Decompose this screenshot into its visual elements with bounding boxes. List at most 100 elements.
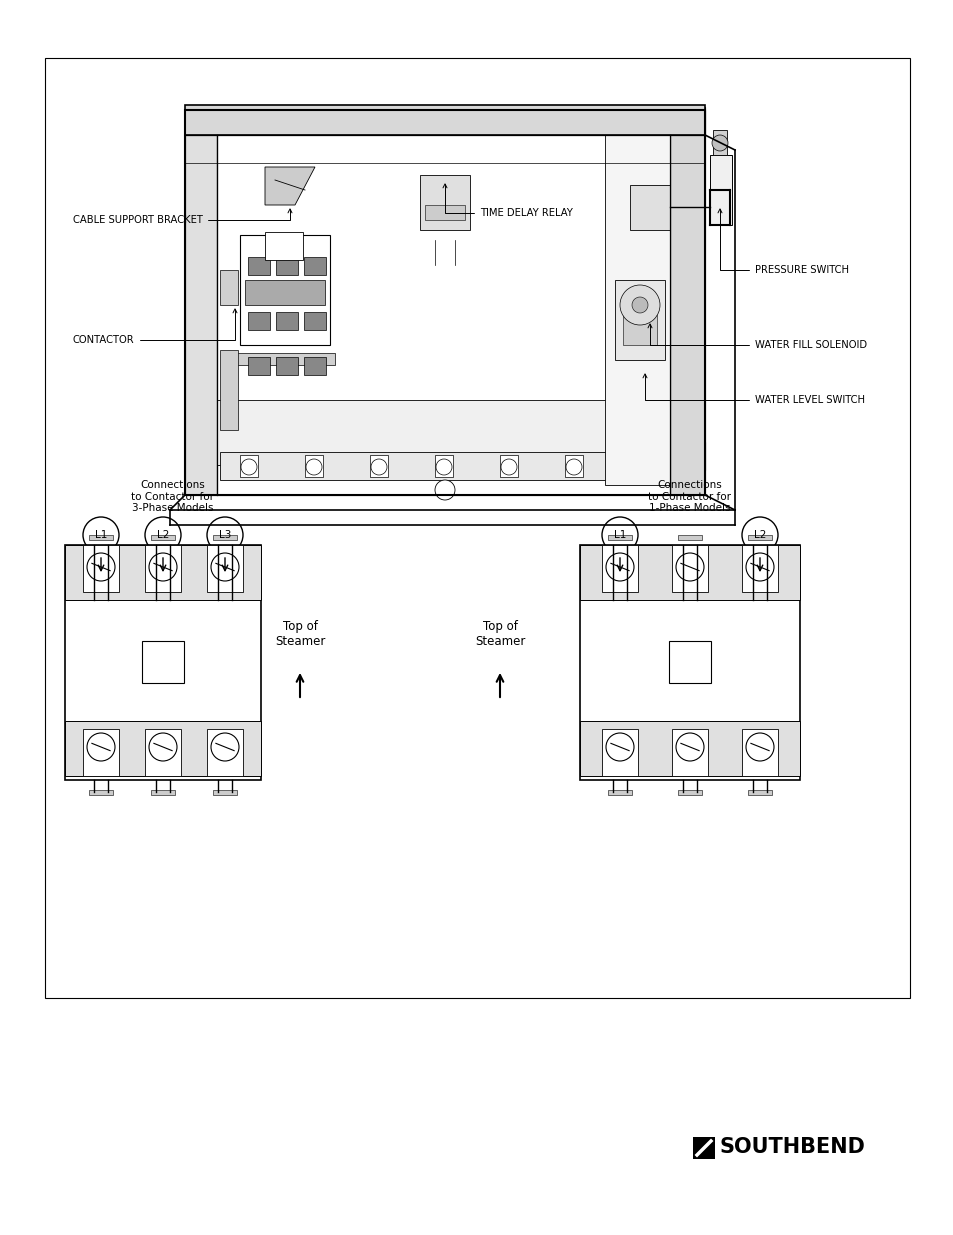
- Text: Connections
to Contactor for
1-Phase Models: Connections to Contactor for 1-Phase Mod…: [648, 480, 731, 514]
- Bar: [601, 729, 638, 776]
- Bar: [83, 729, 119, 776]
- Text: L2: L2: [753, 530, 765, 540]
- Circle shape: [83, 517, 119, 553]
- Bar: [216, 400, 669, 466]
- Circle shape: [211, 734, 239, 761]
- Bar: [151, 790, 174, 795]
- Bar: [265, 232, 303, 261]
- Bar: [213, 790, 236, 795]
- Circle shape: [211, 553, 239, 580]
- Bar: [709, 156, 731, 225]
- Bar: [678, 535, 701, 540]
- Bar: [65, 545, 261, 600]
- Text: Top of
Steamer: Top of Steamer: [274, 620, 325, 648]
- Bar: [671, 545, 707, 592]
- Bar: [419, 175, 470, 230]
- Bar: [304, 257, 326, 275]
- Bar: [65, 545, 261, 781]
- Bar: [304, 312, 326, 330]
- Bar: [678, 790, 701, 795]
- Bar: [185, 107, 704, 135]
- Bar: [669, 110, 704, 495]
- Bar: [220, 452, 664, 480]
- Bar: [564, 454, 582, 477]
- Circle shape: [605, 734, 634, 761]
- Circle shape: [87, 553, 115, 580]
- Circle shape: [676, 734, 703, 761]
- Bar: [248, 357, 270, 375]
- Bar: [89, 790, 112, 795]
- Circle shape: [87, 734, 115, 761]
- Circle shape: [149, 553, 177, 580]
- Bar: [151, 535, 174, 540]
- Bar: [145, 729, 181, 776]
- Text: SOUTHBEND: SOUTHBEND: [720, 1137, 865, 1157]
- Circle shape: [565, 459, 581, 475]
- Bar: [668, 641, 710, 683]
- Text: L2: L2: [156, 530, 169, 540]
- Bar: [207, 545, 243, 592]
- Circle shape: [601, 517, 638, 553]
- Bar: [89, 535, 112, 540]
- Bar: [615, 280, 664, 359]
- Bar: [741, 545, 778, 592]
- Circle shape: [500, 459, 517, 475]
- Bar: [692, 1137, 714, 1158]
- Bar: [304, 357, 326, 375]
- Text: CONTACTOR: CONTACTOR: [73, 309, 236, 345]
- Bar: [275, 312, 297, 330]
- Bar: [83, 545, 119, 592]
- Bar: [220, 270, 237, 305]
- Bar: [248, 257, 270, 275]
- Text: L1: L1: [613, 530, 625, 540]
- Text: L1: L1: [94, 530, 107, 540]
- Bar: [248, 312, 270, 330]
- Circle shape: [711, 135, 727, 151]
- Text: WATER FILL SOLENOID: WATER FILL SOLENOID: [647, 324, 866, 350]
- Text: TIME DELAY RELAY: TIME DELAY RELAY: [442, 184, 572, 219]
- Circle shape: [241, 459, 256, 475]
- Circle shape: [605, 553, 634, 580]
- Text: CABLE SUPPORT BRACKET: CABLE SUPPORT BRACKET: [73, 209, 292, 225]
- Bar: [712, 130, 726, 156]
- Bar: [145, 545, 181, 592]
- Bar: [579, 545, 800, 781]
- Text: Top of
Steamer: Top of Steamer: [475, 620, 525, 648]
- Bar: [45, 58, 909, 998]
- Bar: [424, 205, 464, 220]
- Bar: [579, 721, 800, 776]
- Bar: [185, 110, 704, 495]
- Bar: [607, 790, 631, 795]
- Circle shape: [149, 734, 177, 761]
- Bar: [65, 721, 261, 776]
- Text: PRESSURE SWITCH: PRESSURE SWITCH: [718, 209, 848, 275]
- Polygon shape: [265, 167, 314, 205]
- Circle shape: [371, 459, 387, 475]
- Circle shape: [306, 459, 322, 475]
- Bar: [245, 280, 325, 305]
- Circle shape: [436, 459, 452, 475]
- Text: L3: L3: [218, 530, 231, 540]
- Circle shape: [207, 517, 243, 553]
- Bar: [185, 442, 704, 471]
- Bar: [370, 454, 388, 477]
- Circle shape: [745, 553, 773, 580]
- Bar: [747, 790, 771, 795]
- Circle shape: [435, 480, 455, 500]
- Bar: [220, 350, 237, 430]
- Bar: [240, 454, 257, 477]
- Bar: [435, 454, 453, 477]
- Bar: [499, 454, 517, 477]
- Bar: [207, 729, 243, 776]
- Bar: [741, 729, 778, 776]
- Text: WATER LEVEL SWITCH: WATER LEVEL SWITCH: [642, 374, 864, 405]
- Bar: [216, 110, 669, 495]
- Bar: [275, 257, 297, 275]
- Bar: [185, 105, 704, 135]
- Bar: [629, 185, 669, 230]
- Bar: [607, 535, 631, 540]
- Bar: [747, 535, 771, 540]
- Bar: [579, 545, 800, 600]
- Bar: [601, 545, 638, 592]
- Text: Connections
to Contactor for
3-Phase Models: Connections to Contactor for 3-Phase Mod…: [132, 480, 214, 514]
